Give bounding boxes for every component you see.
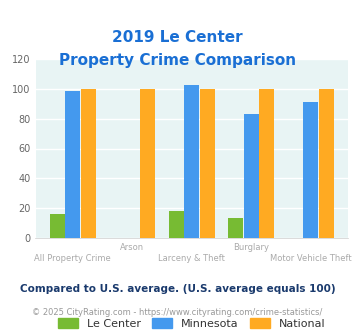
Bar — [184, 84, 199, 238]
Bar — [228, 218, 243, 238]
Legend: Le Center, Minnesota, National: Le Center, Minnesota, National — [58, 318, 325, 329]
Bar — [244, 114, 259, 238]
Bar — [169, 211, 184, 238]
Bar — [140, 89, 155, 238]
Text: 2019 Le Center: 2019 Le Center — [112, 30, 243, 45]
Bar — [50, 214, 65, 238]
Bar — [303, 102, 318, 238]
Bar — [319, 89, 334, 238]
Bar — [200, 89, 215, 238]
Bar — [259, 89, 274, 238]
Text: © 2025 CityRating.com - https://www.cityrating.com/crime-statistics/: © 2025 CityRating.com - https://www.city… — [32, 308, 323, 317]
Text: Compared to U.S. average. (U.S. average equals 100): Compared to U.S. average. (U.S. average … — [20, 284, 335, 294]
Text: Property Crime Comparison: Property Crime Comparison — [59, 53, 296, 68]
Bar — [81, 89, 95, 238]
Bar — [65, 90, 80, 238]
